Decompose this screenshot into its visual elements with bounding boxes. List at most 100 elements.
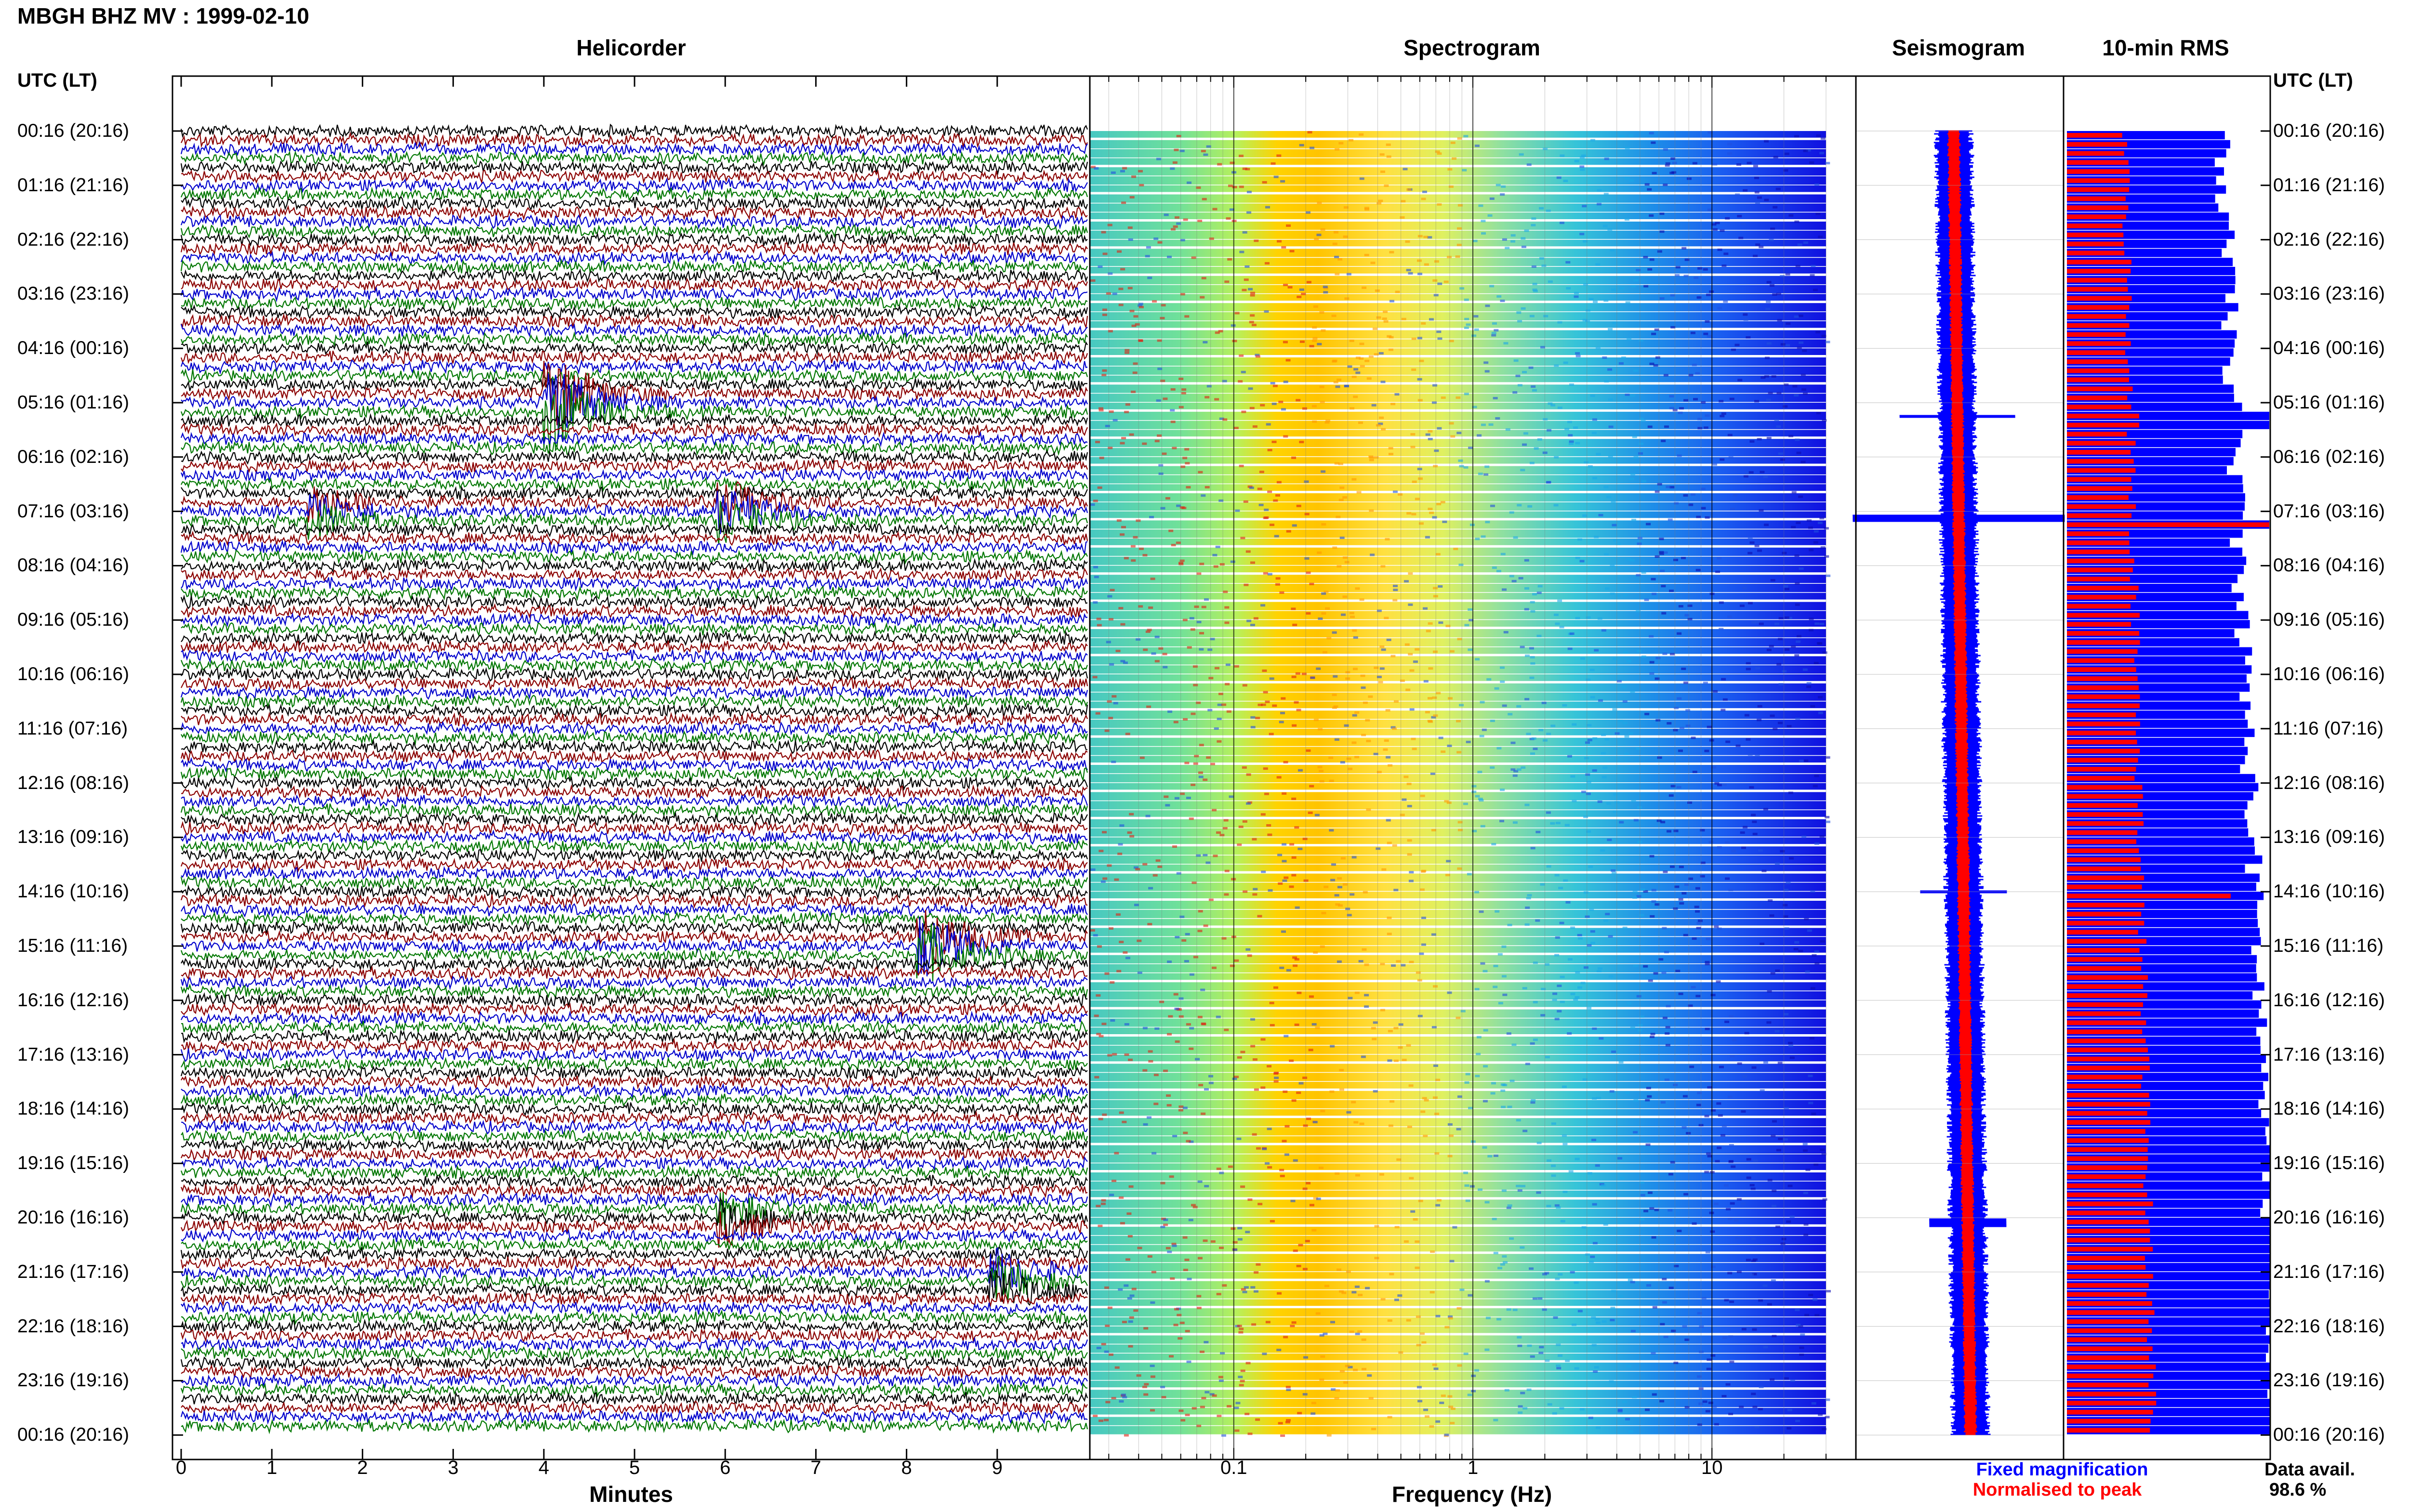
spectrogram-speckle: [1660, 1101, 1666, 1104]
time-label: 19:16 (15:16): [2273, 1153, 2385, 1174]
spectrogram-speckle: [1240, 537, 1245, 539]
helicorder-trace: [180, 1328, 1088, 1343]
spectrogram-speckle: [1280, 1434, 1285, 1437]
spectrogram-speckle: [1197, 1015, 1203, 1018]
spectrogram-speckle: [1170, 1277, 1175, 1280]
spectrogram-speckle: [1602, 766, 1608, 769]
spectrogram-speckle: [1411, 368, 1416, 371]
spectrogram-speckle: [1387, 1059, 1392, 1062]
spectrogram-speckle: [1250, 716, 1256, 719]
spectrogram-speckle: [1342, 883, 1348, 886]
spectrogram-speckle: [1295, 672, 1300, 675]
spectrogram-speckle: [1768, 392, 1773, 394]
spectrogram-speckle: [1775, 187, 1781, 190]
spectrogram-speckle: [1334, 738, 1339, 741]
spectrogram-speckle: [1216, 831, 1221, 834]
spectrogram-speckle: [1752, 1395, 1758, 1398]
spectrogram-speckle: [1145, 255, 1150, 258]
spectrogram-speckle: [1604, 380, 1609, 383]
spectrogram-speckle: [1173, 1324, 1178, 1327]
spectrogram-speckle: [1617, 1410, 1623, 1413]
spectrogram-speckle: [1805, 970, 1810, 973]
spectrogram-speckle: [1554, 1018, 1560, 1021]
spectrogram-speckle: [1590, 139, 1595, 142]
time-label: 01:16 (21:16): [2273, 174, 2385, 196]
spectrogram-speckle: [1611, 1050, 1616, 1053]
spectrogram-speckle: [1292, 724, 1297, 727]
spectrogram-speckle: [1403, 168, 1408, 171]
spectrogram-speckle: [1758, 1299, 1763, 1302]
spectrogram-speckle: [1311, 1402, 1316, 1405]
spectrogram-speckle: [1369, 456, 1374, 459]
spectrogram-speckle: [1731, 348, 1736, 351]
spectrogram-speckle: [1238, 825, 1244, 828]
spectrogram-speckle: [1154, 440, 1160, 443]
spectrogram-speckle: [1285, 359, 1291, 362]
spectrogram-speckle: [1590, 942, 1596, 945]
spectrogram-speckle: [1396, 960, 1401, 963]
spectrogram-speckle: [1554, 1204, 1560, 1207]
spectrogram-speckle: [1246, 191, 1252, 194]
spectrogram-speckle: [1697, 1091, 1702, 1094]
spectrogram-speckle: [1729, 1015, 1734, 1018]
spectrogram-speckle: [1446, 256, 1452, 259]
spectrogram-speckle: [1433, 985, 1438, 988]
spectrogram-speckle: [1555, 936, 1560, 939]
spectrogram-speckle: [1098, 1118, 1103, 1120]
spectrogram-row: [1090, 484, 1826, 493]
spectrogram-speckle: [1457, 638, 1462, 641]
spectrogram-row: [1090, 683, 1826, 692]
rms-normalised-bar: [2067, 1409, 2153, 1415]
spectrogram-speckle: [1798, 315, 1803, 317]
spectrogram-speckle: [1496, 295, 1502, 298]
spectrogram-speckle: [1406, 512, 1412, 515]
spectrogram-speckle: [1424, 1415, 1430, 1418]
spectrogram-speckle: [1319, 311, 1324, 314]
spectrogram-speckle: [1183, 718, 1188, 721]
rms-normalised-bar: [2067, 214, 2126, 219]
spectrogram-speckle: [1791, 645, 1796, 648]
spectrogram-speckle: [1653, 364, 1658, 367]
spectrogram-speckle: [1203, 778, 1208, 781]
spectrogram-speckle: [1119, 824, 1125, 827]
helicorder-trace: [180, 775, 1088, 791]
spectrogram-speckle: [1572, 723, 1577, 726]
spectrogram-speckle: [1645, 1099, 1650, 1102]
spectrogram-speckle: [1125, 351, 1130, 354]
spectrogram-speckle: [1435, 1420, 1441, 1423]
spectrogram-speckle: [1745, 472, 1750, 474]
rms-normalised-bar: [2067, 749, 2140, 754]
spectrogram-speckle: [1158, 647, 1164, 650]
spectrogram-speckle: [1586, 792, 1591, 795]
spectrogram-speckle: [1524, 608, 1529, 611]
spectrogram-speckle: [1265, 206, 1270, 209]
spectrogram-speckle: [1135, 868, 1140, 871]
spectrogram-speckle: [1521, 307, 1526, 310]
spectrogram-speckle: [1384, 617, 1389, 619]
rms-normalised-bar: [2067, 640, 2140, 645]
spectrogram-speckle: [1286, 530, 1291, 533]
spectrogram-speckle: [1465, 1073, 1470, 1076]
spectrogram-speckle: [1692, 162, 1697, 165]
spectrogram-speckle: [1778, 1137, 1783, 1140]
spectrogram-speckle: [1176, 504, 1181, 507]
spectrogram-speckle: [1486, 678, 1492, 681]
spectrogram-speckle: [1115, 913, 1121, 916]
spectrogram-speckle: [1206, 385, 1212, 388]
spectrogram-speckle: [1353, 395, 1358, 398]
spectrogram-speckle: [1150, 1409, 1155, 1412]
spectrogram-speckle: [1655, 555, 1660, 558]
spectrogram-speckle: [1203, 341, 1208, 343]
spectrogram-gap: [1090, 328, 1826, 330]
rms-normalised-bar: [2067, 1111, 2147, 1116]
spectrogram-speckle: [1570, 775, 1575, 778]
spectrogram-row: [1090, 330, 1826, 339]
spectrogram-speckle: [1477, 771, 1482, 774]
spectrogram-speckle: [1236, 1137, 1242, 1140]
spectrogram-speckle: [1808, 1102, 1813, 1104]
frequency-tick-label: 1: [1467, 1457, 1479, 1478]
spectrogram-speckle: [1529, 1267, 1534, 1270]
spectrogram-speckle: [1474, 988, 1480, 991]
spectrogram-speckle: [1810, 890, 1815, 893]
minute-tick-label: 0: [175, 1457, 187, 1478]
